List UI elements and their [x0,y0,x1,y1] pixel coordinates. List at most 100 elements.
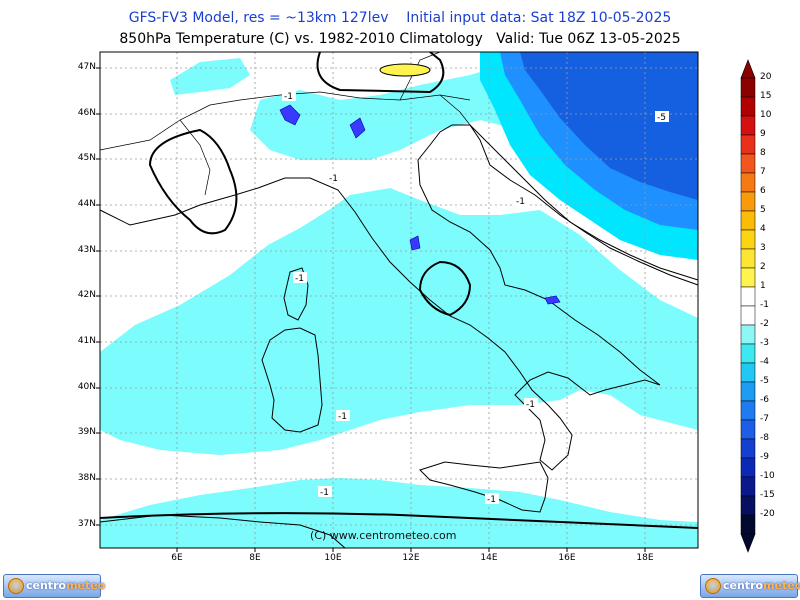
sun-icon [8,578,24,594]
contour-label: -1 [487,495,496,505]
contour-label: -5 [657,113,666,123]
contour-label: -1 [516,197,525,207]
colorbar-swatch [740,96,756,117]
map-frame [99,51,699,549]
contour-label: -1 [338,412,347,422]
lat-label: 45N [77,153,96,163]
lon-label: 18E [636,553,654,563]
colorbar-label: -10 [760,471,775,481]
colorbar-label: -4 [760,357,769,367]
tick-marks [96,67,646,552]
colorbar-swatch [740,343,756,364]
anomaly-area-minus4 [520,52,698,200]
colorbar-label: 3 [760,243,766,253]
lakes [279,104,561,305]
colorbar-label: -15 [760,490,775,500]
colorbar-label: -3 [760,338,769,348]
contour-label: -1 [329,174,338,184]
colorbar-label: -2 [760,319,769,329]
centrometeo-logo-left[interactable]: centrometeo [3,574,105,598]
lon-label: 12E [402,553,420,563]
sun-icon [705,578,721,594]
colorbar-label: -8 [760,433,769,443]
colorbar-swatch [740,191,756,212]
lat-label: 46N [77,108,96,118]
colorbar-swatch [740,286,756,307]
colorbar-arrow-top [740,59,756,79]
colorbar-label: 1 [760,281,766,291]
colorbar-swatch [740,476,756,497]
colorbar-swatch [740,324,756,345]
contour-label: -1 [320,488,329,498]
model-title: GFS-FV3 Model, res = ~13km 127lev Initia… [128,10,672,26]
contour-label-group: -1 -1 -1 -1 -1 -1 -1 -1 -5 [282,90,669,505]
coast-italy [99,124,699,471]
contour-lines [99,51,699,529]
anomaly-area-minus1-south [100,478,698,548]
colorbar-swatch [740,362,756,383]
colorbar-label: -7 [760,414,769,424]
colorbar-swatch [740,134,756,155]
lat-label: 40N [77,382,96,392]
lat-label: 37N [77,519,96,529]
chart-subtitle: 850hPa Temperature (C) vs. 1982-2010 Cli… [119,31,681,47]
lon-label: 6E [171,553,183,563]
lat-label: 44N [77,199,96,209]
colorbar-label: 8 [760,148,766,158]
credit-text: (C) www.centrometeo.com [310,529,457,542]
lat-label: 43N [77,245,96,255]
colorbar-swatch [740,153,756,174]
lon-label: 14E [480,553,498,563]
colorbar [740,59,756,553]
coast-corsica [283,267,309,321]
lat-label: 47N [77,62,96,72]
lon-label: 10E [324,553,342,563]
contour-label: -1 [526,400,535,410]
contour-label: -1 [284,92,293,102]
colorbar-label: -6 [760,395,769,405]
anomaly-area-alps-west [170,58,250,95]
colorbar-label: 9 [760,129,766,139]
colorbar-swatch [740,400,756,421]
lat-label: 41N [77,336,96,346]
colorbar-label: 4 [760,224,766,234]
colorbar-label: -5 [760,376,769,386]
colorbar-swatch [740,172,756,193]
warm-anomaly-patch [379,63,431,77]
colorbar-label: -9 [760,452,769,462]
colorbar-label: 10 [760,110,772,120]
logo-text: centrometeo [723,579,800,592]
lon-label: 16E [558,553,576,563]
colorbar-label: -1 [760,300,769,310]
colorbar-swatch [740,438,756,459]
colorbar-swatch [740,115,756,136]
colorbar-label: 15 [760,91,772,101]
colorbar-swatch [740,229,756,250]
map-field [100,52,698,548]
contour-label: -1 [295,274,304,284]
colorbar-label: -20 [760,509,775,519]
lat-label: 38N [77,473,96,483]
logo-text: centrometeo [26,579,106,592]
lon-label: 8E [249,553,261,563]
colorbar-arrow-bottom [740,533,756,553]
colorbar-label: 2 [760,262,766,272]
colorbar-swatch [740,495,756,516]
colorbar-swatch [740,381,756,402]
colorbar-swatch [740,210,756,231]
colorbar-label: 5 [760,205,766,215]
colorbar-swatch [740,419,756,440]
colorbar-swatch [740,267,756,288]
colorbar-swatch [740,305,756,326]
coast-sardinia [261,327,323,433]
coast-adriatic-east [469,124,699,281]
colorbar-swatch [740,514,756,535]
colorbar-swatch [740,248,756,269]
coast-sicily [419,461,549,513]
lat-label: 39N [77,427,96,437]
colorbar-swatch [740,457,756,478]
colorbar-label: 20 [760,72,772,82]
centrometeo-logo-right[interactable]: centrometeo [700,574,800,598]
colorbar-label: 7 [760,167,766,177]
